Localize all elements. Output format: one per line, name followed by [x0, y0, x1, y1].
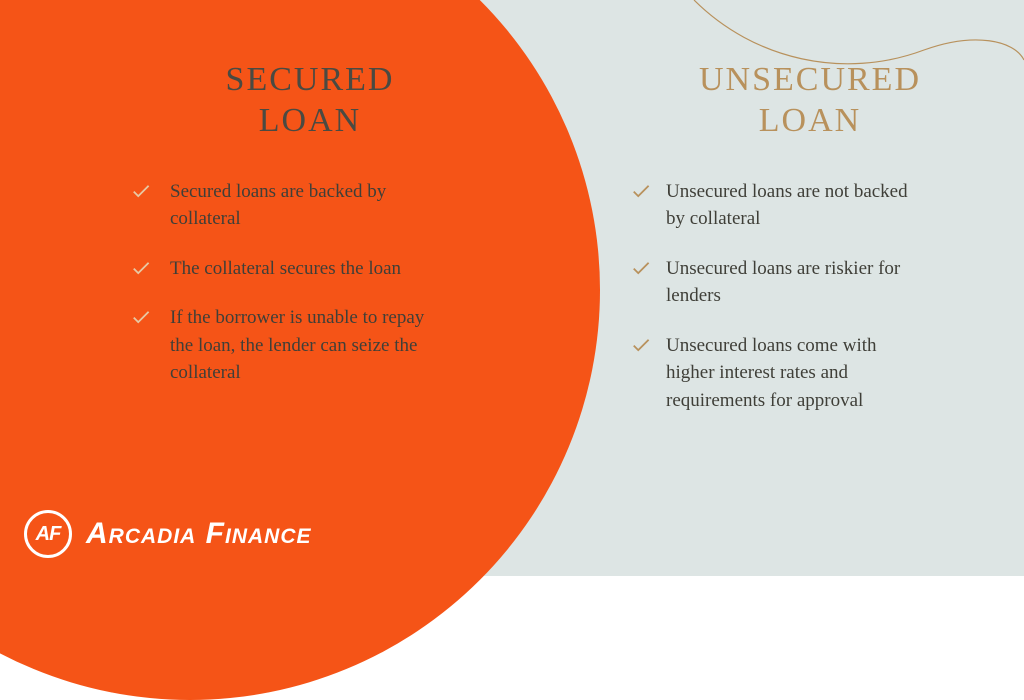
unsecured-bullets: Unsecured loans are not backed by collat… [630, 178, 990, 415]
secured-heading: SECURED LOAN [130, 60, 490, 142]
heading-line: LOAN [759, 102, 861, 139]
list-item: If the borrower is unable to repay the l… [130, 304, 490, 387]
list-item: Secured loans are backed by collateral [130, 178, 490, 233]
secured-bullets: Secured loans are backed by collateral T… [130, 178, 490, 387]
bullet-text: If the borrower is unable to repay the l… [166, 304, 426, 387]
heading-line: LOAN [259, 102, 361, 139]
check-icon [130, 180, 152, 202]
check-icon [630, 334, 652, 356]
bullet-text: Secured loans are backed by collateral [166, 178, 426, 233]
infographic-canvas: SECURED LOAN Secured loans are backed by… [0, 0, 1024, 576]
check-icon [130, 257, 152, 279]
bullet-text: Unsecured loans are riskier for lenders [666, 255, 926, 310]
heading-line: SECURED [226, 61, 395, 98]
unsecured-column: UNSECURED LOAN Unsecured loans are not b… [630, 60, 990, 436]
heading-line: UNSECURED [699, 61, 921, 98]
list-item: Unsecured loans are riskier for lenders [630, 255, 990, 310]
brand-logo: AF Arcadia Finance [24, 510, 312, 558]
list-item: Unsecured loans come with higher interes… [630, 332, 990, 415]
brand-name: Arcadia Finance [86, 517, 312, 550]
logo-badge-text: AF [36, 523, 61, 546]
logo-text: Arcadia Finance [86, 517, 312, 551]
list-item: The collateral secures the loan [130, 255, 490, 283]
bullet-text: The collateral secures the loan [166, 255, 401, 283]
logo-badge: AF [24, 510, 72, 558]
list-item: Unsecured loans are not backed by collat… [630, 178, 990, 233]
bullet-text: Unsecured loans come with higher interes… [666, 332, 926, 415]
bullet-text: Unsecured loans are not backed by collat… [666, 178, 926, 233]
secured-column: SECURED LOAN Secured loans are backed by… [130, 60, 490, 409]
check-icon [630, 257, 652, 279]
unsecured-heading: UNSECURED LOAN [630, 60, 990, 142]
check-icon [630, 180, 652, 202]
check-icon [130, 306, 152, 328]
